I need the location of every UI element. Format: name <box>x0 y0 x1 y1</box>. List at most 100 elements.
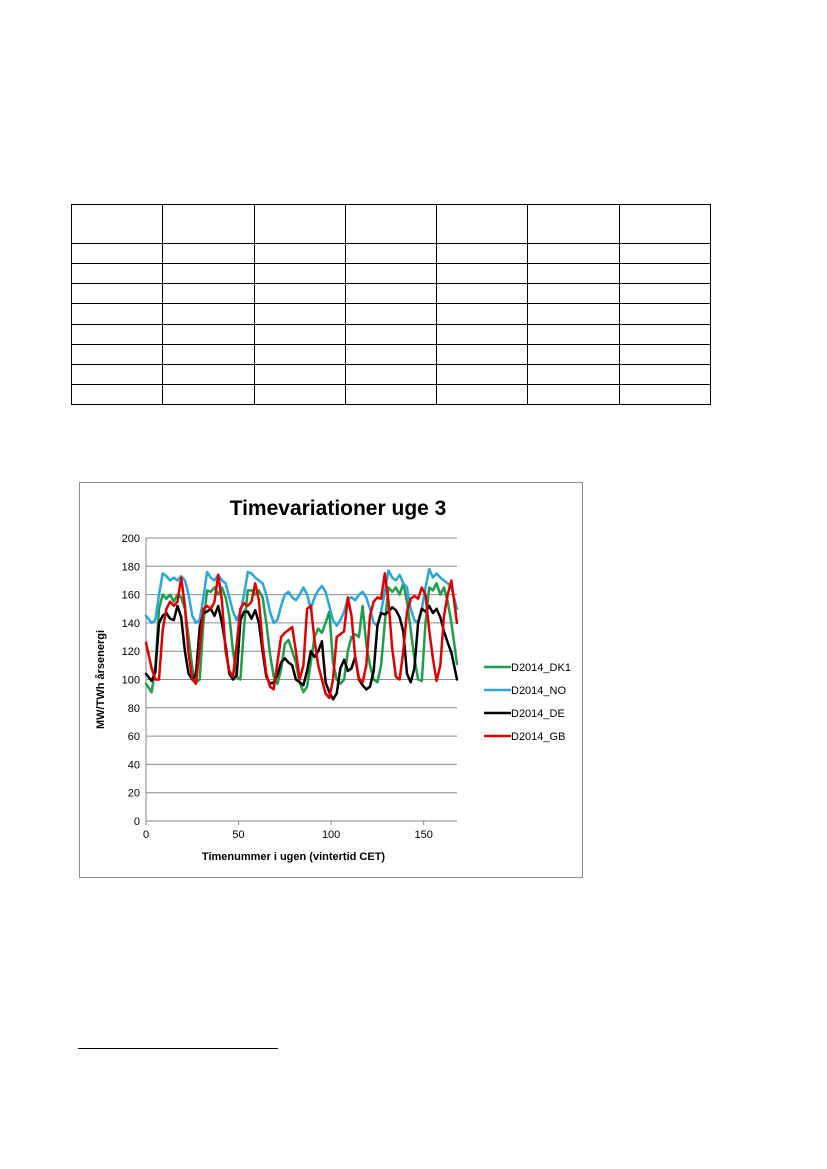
table-cell <box>344 263 438 285</box>
table-row <box>70 263 712 285</box>
line-chart: Timevariationer uge 3 0 20 40 60 80 100 120 140… <box>95 497 571 863</box>
table-cell <box>162 263 255 285</box>
table-cell <box>527 263 620 285</box>
table-row <box>70 323 712 345</box>
table-cell <box>527 383 620 406</box>
table-cell <box>70 243 164 265</box>
table-cell <box>618 343 712 365</box>
table-cell <box>70 263 164 285</box>
y-tick-label: 100 <box>122 675 140 687</box>
table-cell <box>162 383 255 406</box>
y-tick-label: 200 <box>122 533 140 545</box>
table-cell <box>436 283 529 305</box>
y-tick-label: 160 <box>122 590 140 602</box>
table-cell <box>70 363 164 385</box>
table-cell <box>618 203 712 245</box>
table-row <box>70 243 712 265</box>
table-cell <box>162 363 255 385</box>
y-axis-label: MW/TWh årsenergi <box>95 630 107 729</box>
table-cell <box>527 243 620 265</box>
series-line-d2014-dk1 <box>144 582 459 694</box>
table-cell <box>70 343 164 365</box>
table-cell <box>344 343 438 365</box>
y-tick-label: 80 <box>128 703 140 715</box>
table-cell <box>344 323 438 345</box>
x-tick-label: 150 <box>414 829 432 841</box>
chart-title: Timevariationer uge 3 <box>230 497 447 520</box>
y-tick-label: 0 <box>134 816 140 828</box>
table-cell <box>436 323 529 345</box>
empty-data-table <box>70 203 712 406</box>
table-cell <box>344 203 438 245</box>
table-cell <box>618 263 712 285</box>
table-cell <box>527 363 620 385</box>
x-tick-label: 0 <box>143 829 149 841</box>
y-tick-label: 180 <box>122 561 140 573</box>
table-cell <box>253 203 346 245</box>
legend: D2014_DK1 D2014_NO D2014_DE D2014_GB <box>484 662 571 743</box>
table-cell <box>527 283 620 305</box>
table-cell <box>253 323 346 345</box>
x-tick-label: 50 <box>232 829 244 841</box>
table-cell <box>253 383 346 406</box>
y-tick-label: 40 <box>128 759 140 771</box>
table-cell <box>253 363 346 385</box>
table-cell <box>344 303 438 325</box>
table-row <box>70 283 712 305</box>
table-cell <box>162 303 255 325</box>
table-cell <box>436 263 529 285</box>
table-cell <box>618 243 712 265</box>
legend-label: D2014_NO <box>511 685 566 697</box>
table-cell <box>618 363 712 385</box>
table-cell <box>70 203 164 245</box>
table-cell <box>618 383 712 406</box>
table-cell <box>527 323 620 345</box>
table-header-row <box>70 203 712 245</box>
table-cell <box>253 263 346 285</box>
table-cell <box>436 363 529 385</box>
table-cell <box>527 203 620 245</box>
table-cell <box>618 323 712 345</box>
table-cell <box>436 343 529 365</box>
footnote-rule <box>78 1048 278 1049</box>
x-axis-label: Timenummer i ugen (vintertid CET) <box>202 851 385 863</box>
chart-frame: Timevariationer uge 3 0 20 40 60 80 100 120 140… <box>79 482 583 878</box>
y-tick-label: 140 <box>122 618 140 630</box>
table-cell <box>162 203 255 245</box>
table-row <box>70 343 712 365</box>
x-tick-labels: 0 50 100 150 <box>143 829 433 841</box>
series-lines <box>144 567 459 701</box>
table-cell <box>162 243 255 265</box>
table-cell <box>253 283 346 305</box>
table-cell <box>436 383 529 406</box>
table-cell <box>70 283 164 305</box>
legend-label: D2014_DK1 <box>511 662 571 674</box>
series-line-d2014-gb <box>144 572 459 700</box>
table-row <box>70 303 712 325</box>
table-cell <box>618 283 712 305</box>
table-cell <box>253 243 346 265</box>
table-cell <box>70 303 164 325</box>
y-tick-label: 20 <box>128 788 140 800</box>
table-cell <box>527 343 620 365</box>
legend-label: D2014_GB <box>511 731 565 743</box>
table-cell <box>618 303 712 325</box>
table-cell <box>344 243 438 265</box>
y-tick-labels: 0 20 40 60 80 100 120 140 160 180 200 <box>122 533 140 828</box>
x-tick-label: 100 <box>322 829 340 841</box>
table-cell <box>162 343 255 365</box>
table-cell <box>344 383 438 406</box>
table-cell <box>253 343 346 365</box>
table-cell <box>527 303 620 325</box>
table-cell <box>162 323 255 345</box>
y-tick-label: 120 <box>122 646 140 658</box>
table-row <box>70 363 712 385</box>
table-cell <box>344 363 438 385</box>
table-cell <box>436 203 529 245</box>
table-cell <box>344 283 438 305</box>
table-cell <box>436 303 529 325</box>
table-cell <box>70 323 164 345</box>
table-cell <box>436 243 529 265</box>
series-line-d2014-no <box>144 567 459 627</box>
table-row <box>70 383 712 406</box>
